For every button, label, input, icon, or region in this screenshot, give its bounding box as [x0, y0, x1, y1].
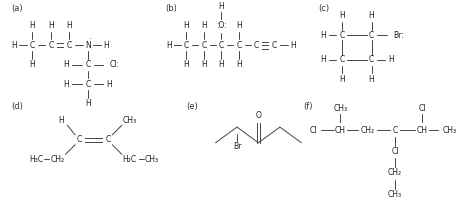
Text: H: H	[166, 41, 172, 50]
Text: Cl: Cl	[310, 126, 317, 135]
Text: C: C	[76, 135, 82, 144]
Text: H: H	[29, 60, 35, 69]
Text: C: C	[85, 60, 91, 69]
Text: CH₃: CH₃	[123, 116, 137, 125]
Text: C: C	[29, 41, 35, 50]
Text: H: H	[236, 60, 242, 69]
Text: Br:: Br:	[393, 31, 404, 40]
Text: C: C	[340, 31, 345, 40]
Text: H: H	[320, 31, 326, 40]
Text: CH₂: CH₂	[388, 168, 402, 177]
Text: H: H	[59, 116, 64, 125]
Text: Br: Br	[233, 142, 241, 151]
Text: H: H	[236, 21, 242, 30]
Text: H: H	[103, 41, 109, 50]
Text: H: H	[219, 60, 224, 69]
Text: C: C	[237, 41, 242, 50]
Text: (d): (d)	[11, 102, 23, 111]
Text: C: C	[219, 41, 224, 50]
Text: CH: CH	[417, 126, 428, 135]
Text: H: H	[64, 60, 69, 69]
Text: CH₃: CH₃	[144, 155, 158, 164]
Text: :O:: :O:	[216, 21, 227, 30]
Text: H: H	[201, 60, 207, 69]
Text: Cl: Cl	[419, 104, 426, 113]
Text: H: H	[201, 21, 207, 30]
Text: C: C	[369, 31, 374, 40]
Text: H: H	[106, 80, 112, 89]
Text: H: H	[11, 41, 17, 50]
Text: H: H	[66, 21, 72, 30]
Text: H: H	[388, 55, 394, 64]
Text: H: H	[183, 60, 189, 69]
Text: (f): (f)	[303, 102, 313, 111]
Text: H: H	[320, 55, 326, 64]
Text: (c): (c)	[318, 4, 329, 13]
Text: O: O	[255, 111, 261, 120]
Text: CH: CH	[335, 126, 346, 135]
Text: CH₃: CH₃	[388, 190, 402, 199]
Text: H: H	[219, 2, 224, 11]
Text: Cl:: Cl:	[109, 60, 119, 69]
Text: N: N	[85, 41, 91, 50]
Text: C: C	[340, 55, 345, 64]
Text: H: H	[48, 21, 54, 30]
Text: H: H	[183, 21, 189, 30]
Text: H₃C: H₃C	[29, 155, 43, 164]
Text: C: C	[106, 135, 111, 144]
Text: H: H	[291, 41, 296, 50]
Text: ··: ··	[89, 36, 93, 41]
Text: C: C	[254, 41, 259, 50]
Text: CH₂: CH₂	[361, 126, 375, 135]
Text: H₂C: H₂C	[123, 155, 137, 164]
Text: C: C	[369, 55, 374, 64]
Text: H: H	[369, 11, 374, 20]
Text: CH₂: CH₂	[51, 155, 64, 164]
Text: (a): (a)	[11, 4, 22, 13]
Text: C: C	[48, 41, 54, 50]
Text: C: C	[183, 41, 189, 50]
Text: H: H	[339, 11, 345, 20]
Text: C: C	[201, 41, 207, 50]
Text: (b): (b)	[165, 4, 177, 13]
Text: C: C	[85, 80, 91, 89]
Text: H: H	[64, 80, 69, 89]
Text: H: H	[339, 75, 345, 84]
Text: H: H	[369, 75, 374, 84]
Text: C: C	[392, 126, 398, 135]
Text: CH₃: CH₃	[333, 104, 347, 113]
Text: H: H	[29, 21, 35, 30]
Text: H: H	[85, 99, 91, 108]
Text: (e): (e)	[186, 102, 198, 111]
Text: CH₃: CH₃	[443, 126, 456, 135]
Text: C: C	[67, 41, 72, 50]
Text: Cl: Cl	[391, 147, 399, 156]
Text: C: C	[272, 41, 277, 50]
